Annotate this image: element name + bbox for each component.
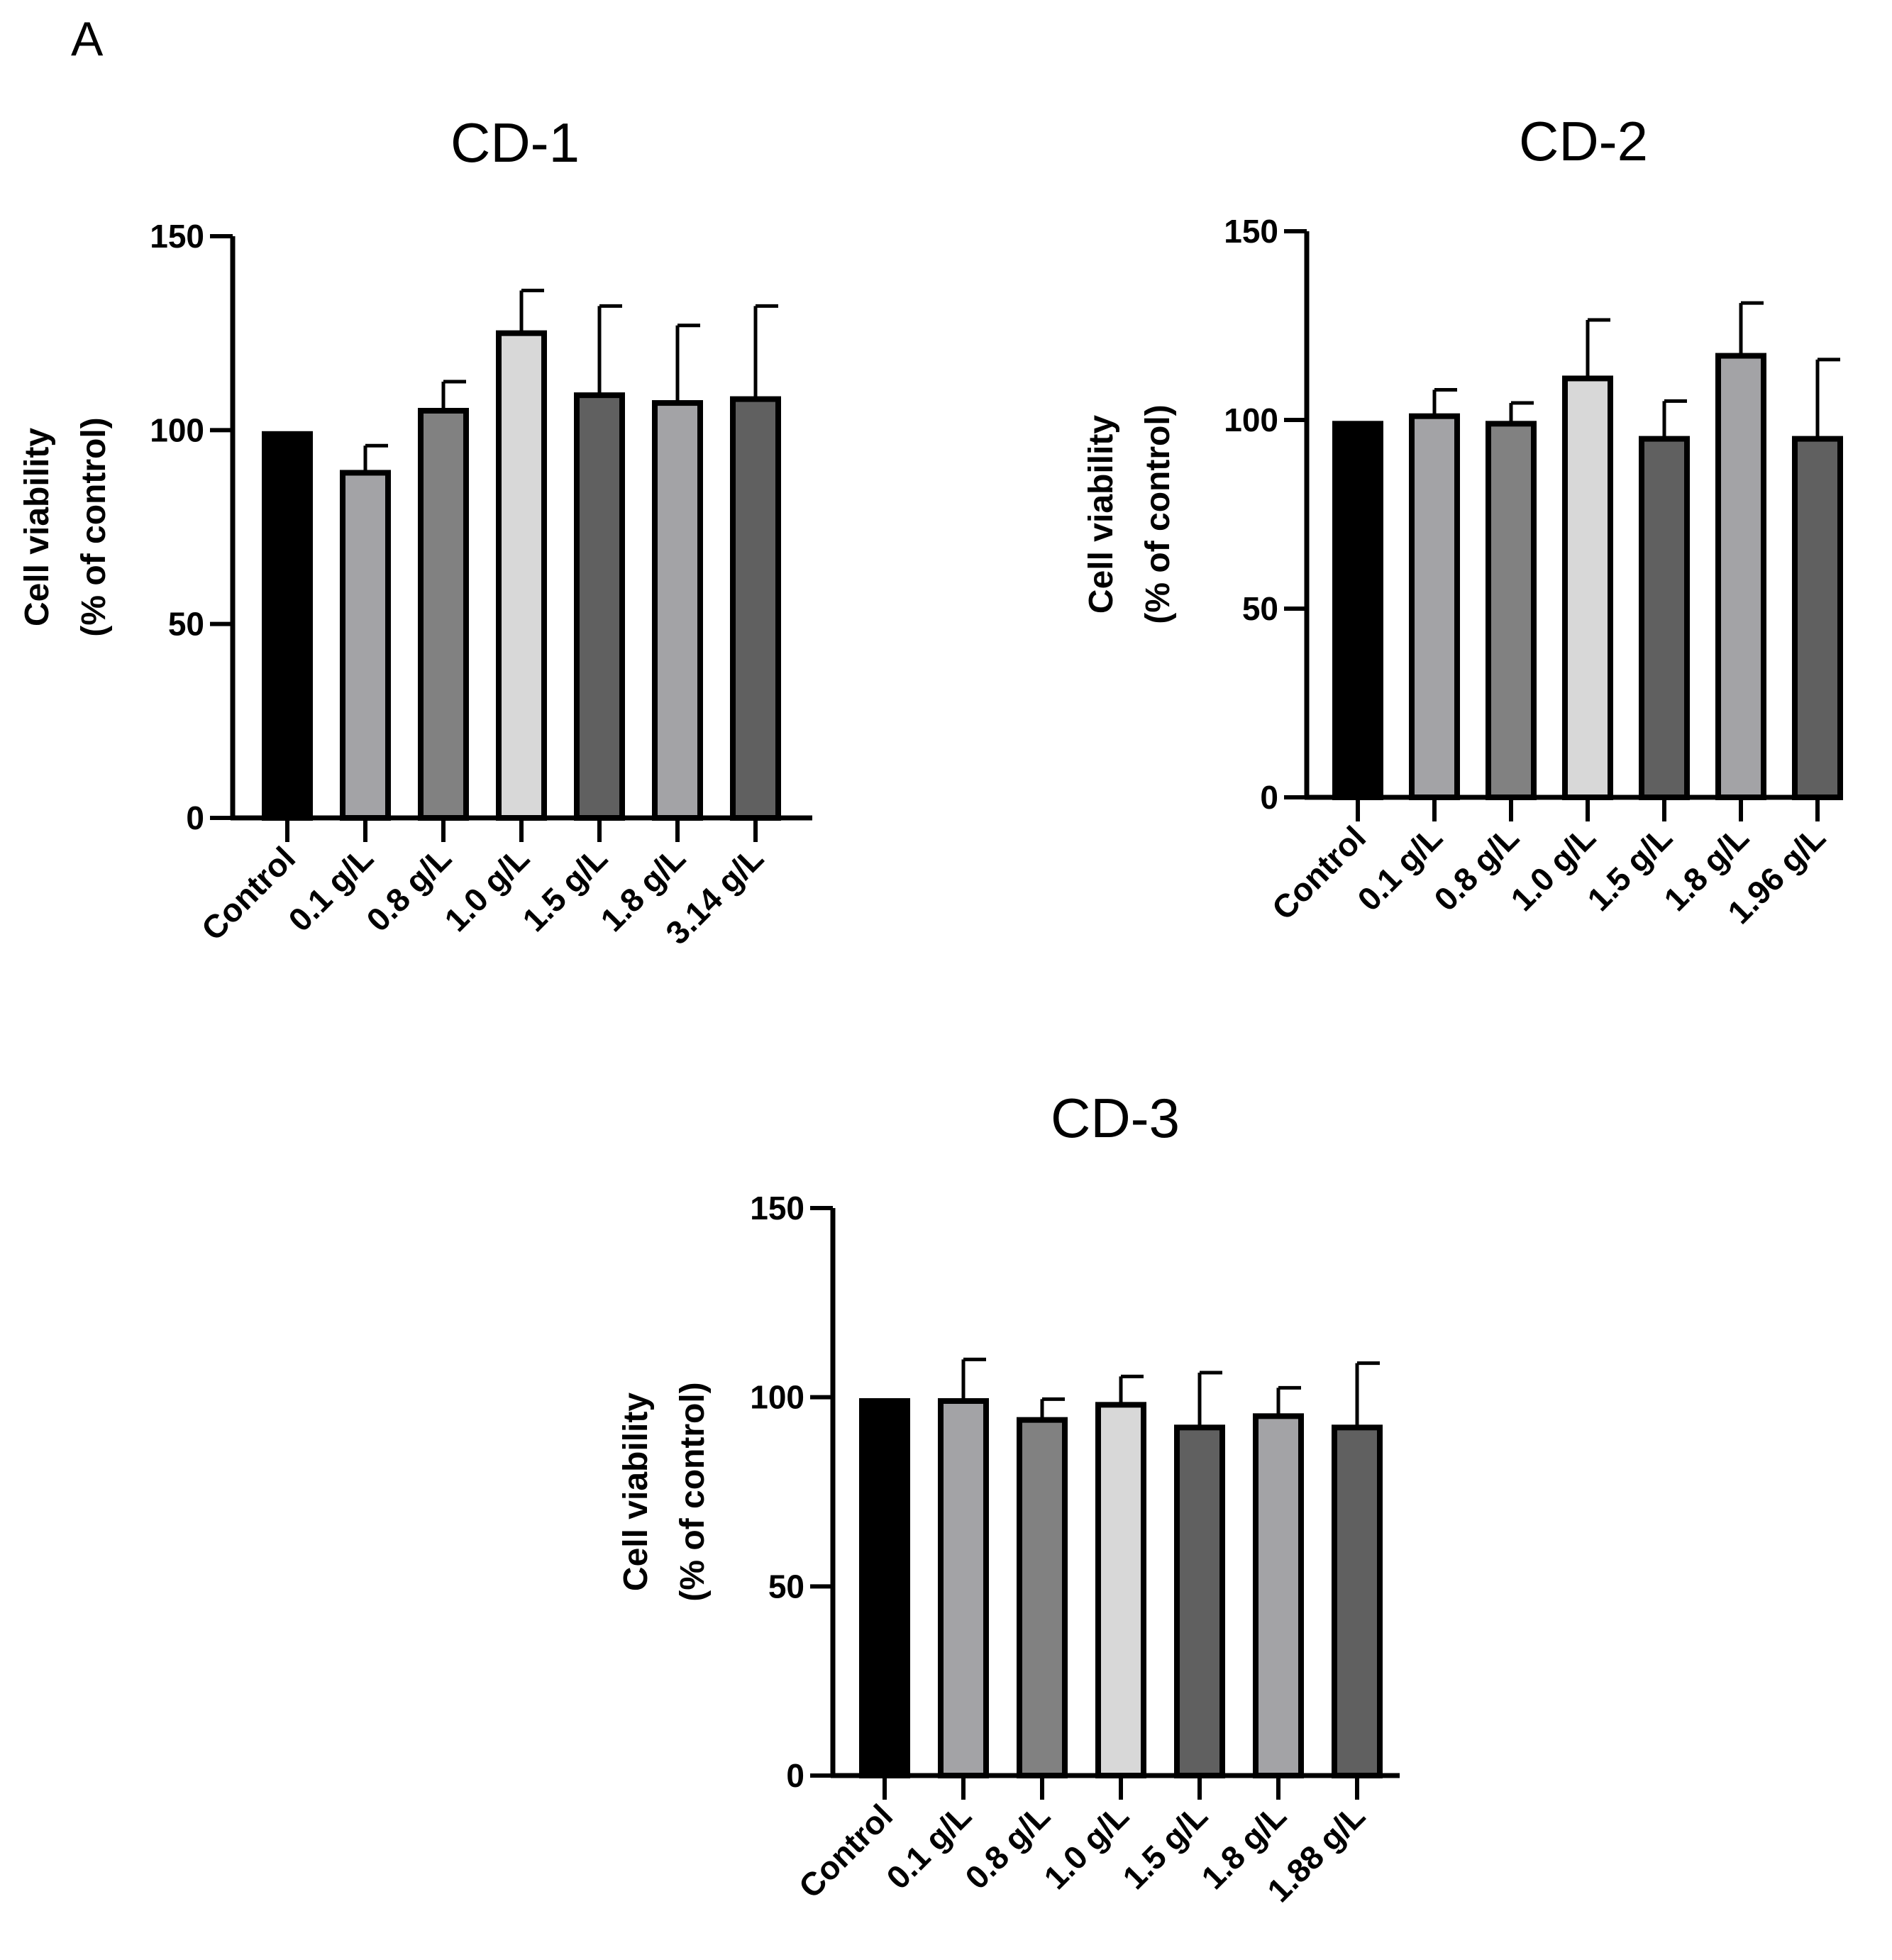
x-tick-label: 0.8 g/L	[359, 839, 458, 939]
bar	[1017, 1417, 1068, 1778]
y-tick-label: 150	[150, 218, 204, 255]
x-tick-label: 0.1 g/L	[879, 1797, 978, 1896]
bar	[730, 396, 781, 821]
bar	[574, 392, 625, 821]
x-tick-label: 0.8 g/L	[1427, 819, 1526, 918]
x-tick-label: 1.5 g/L	[1115, 1797, 1215, 1896]
x-tick-label: 0.8 g/L	[958, 1797, 1057, 1896]
x-tick-label: 1.5 g/L	[1580, 819, 1679, 918]
bar	[1486, 421, 1537, 800]
chart-cd-1: CD-1 Cell viability (% of control) 0 50 100 15…	[18, 111, 812, 951]
bar	[1409, 413, 1460, 800]
bar	[1715, 353, 1766, 800]
x-tick-label: Control	[792, 1797, 900, 1905]
x-tick-label: 0.1 g/L	[1350, 819, 1449, 918]
y-tick-label: 0	[786, 1757, 804, 1794]
bar	[1562, 375, 1613, 800]
bar	[652, 400, 703, 821]
y-axis-label: (% of control)	[1139, 404, 1177, 624]
chart-title: CD-3	[1051, 1087, 1180, 1149]
bar	[262, 431, 313, 821]
x-tick-label: 1.0 g/L	[1503, 819, 1603, 918]
bar	[340, 470, 391, 821]
y-tick-label: 150	[1224, 213, 1278, 250]
y-tick-label: 0	[186, 799, 204, 836]
y-axis-label: (% of control)	[75, 417, 113, 636]
bar	[1332, 1424, 1383, 1779]
bar	[1332, 421, 1383, 800]
x-tick-label: Control	[1265, 819, 1373, 926]
y-tick-label: 50	[1242, 590, 1278, 627]
bar	[1639, 436, 1690, 800]
y-tick-label: 50	[168, 606, 204, 643]
bar	[938, 1398, 989, 1778]
x-tick-label: 1.5 g/L	[515, 839, 614, 939]
chart-title: CD-1	[450, 111, 580, 174]
x-tick-label: 1.0 g/L	[1036, 1797, 1136, 1896]
y-tick-label: 100	[1224, 402, 1278, 438]
bar	[1792, 436, 1843, 800]
y-tick-label: 0	[1260, 779, 1278, 816]
chart-title: CD-2	[1519, 110, 1648, 172]
y-tick-label: 50	[768, 1568, 804, 1605]
y-tick-label: 150	[750, 1190, 804, 1227]
chart-cd-2: CD-2 Cell viability (% of control) 0 50 100 15…	[1083, 110, 1843, 931]
x-tick-label: Control	[194, 839, 302, 947]
y-axis-label: Cell viability	[617, 1393, 655, 1591]
y-tick-label: 100	[750, 1379, 804, 1416]
bar	[1174, 1424, 1225, 1779]
x-tick-label: 1.0 g/L	[437, 839, 536, 939]
bar	[1253, 1413, 1304, 1779]
x-tick-label: 0.1 g/L	[281, 839, 380, 939]
bar	[859, 1398, 910, 1778]
bar	[496, 330, 547, 821]
y-axis-label: Cell viability	[1083, 415, 1120, 614]
panel-label: A	[71, 12, 104, 66]
y-tick-label: 100	[150, 411, 204, 448]
chart-cd-3: CD-3 Cell viability (% of control) 0 50 100 15…	[617, 1087, 1400, 1909]
y-axis-label: Cell viability	[18, 428, 56, 626]
bar	[1095, 1402, 1146, 1779]
bar	[418, 408, 469, 821]
y-axis-label: (% of control)	[674, 1382, 712, 1601]
